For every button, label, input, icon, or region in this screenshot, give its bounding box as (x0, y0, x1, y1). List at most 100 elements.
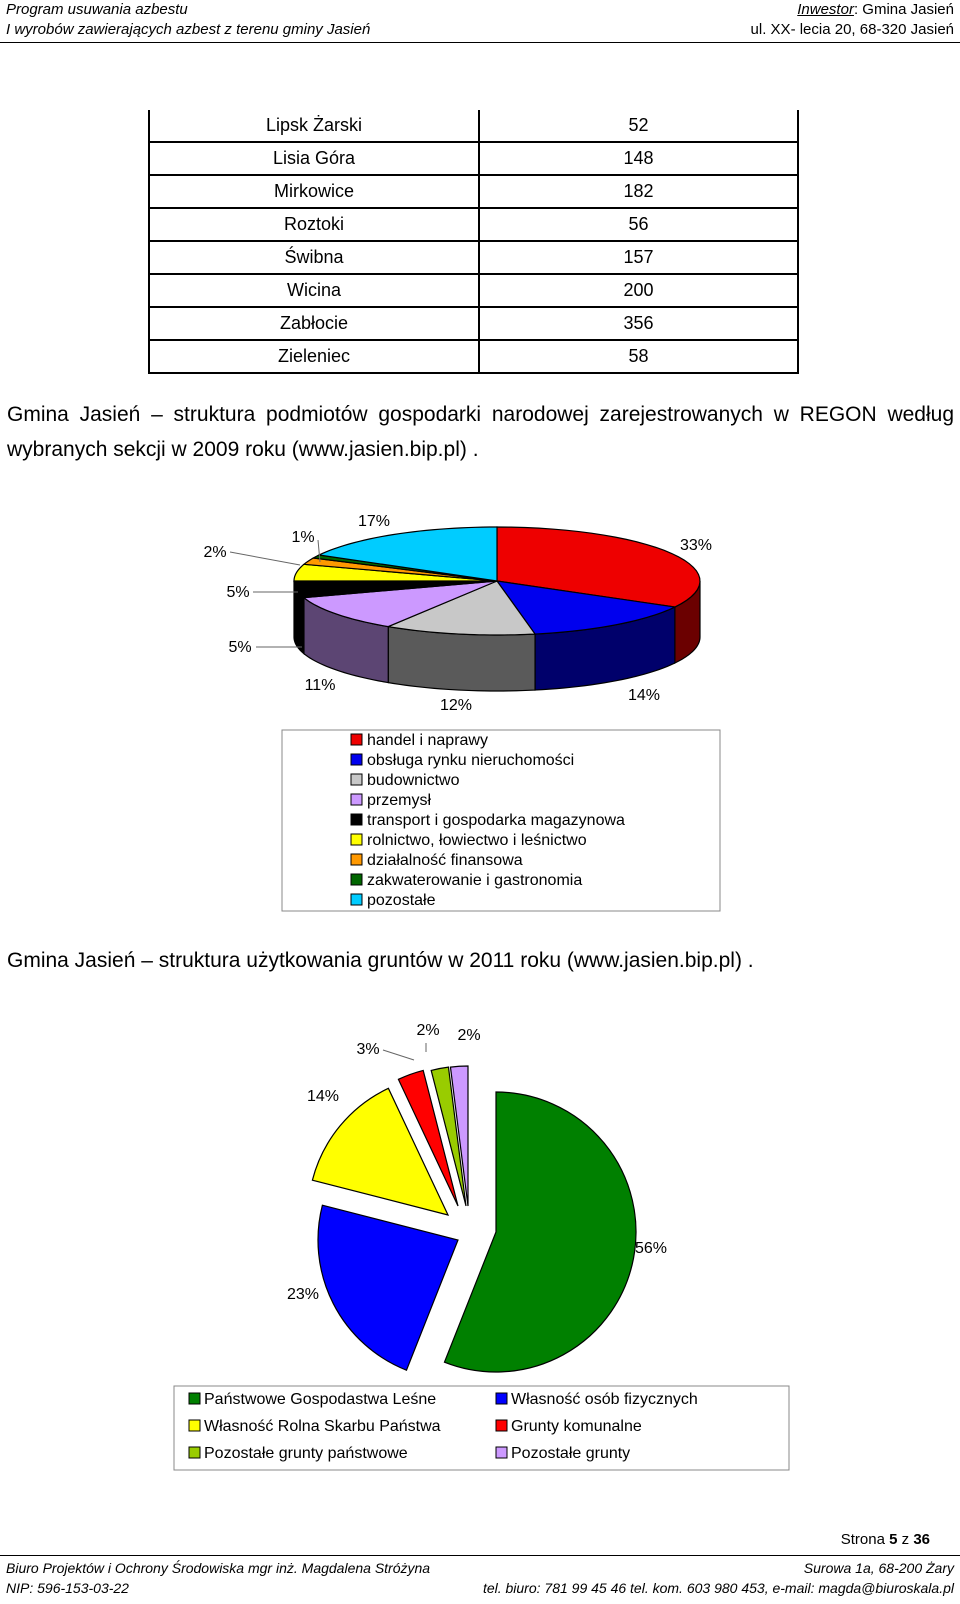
chart1-legend-swatch (350, 893, 363, 906)
chart2-legend-swatch (495, 1419, 508, 1432)
chart2-legend-swatch (495, 1392, 508, 1405)
page-total: 36 (913, 1531, 930, 1548)
village-name: Mirkowice (148, 175, 480, 209)
chart1-legend-swatch (350, 853, 363, 866)
village-value: 58 (478, 340, 799, 374)
chart1-slice (317, 526, 498, 582)
chart2-slice-label: 23% (287, 1286, 319, 1303)
chart1-slice (293, 580, 498, 599)
chart1-legend-label: rolnictwo, łowiectwo i leśnictwo (367, 832, 587, 849)
table-row: Lisia Góra 148 (148, 142, 799, 176)
chart1-leader-line (229, 551, 301, 566)
chart1-slice-label: 5% (228, 639, 251, 656)
village-name: Zabłocie (148, 307, 480, 341)
footer-company: Biuro Projektów i Ochrony Środowiska mgr… (6, 1560, 431, 1576)
chart1-slice-label: 17% (358, 513, 390, 530)
header-program-title: Program usuwania azbestu (6, 1, 188, 18)
chart1-slice-label: 1% (291, 529, 314, 546)
header-left: Program usuwania azbestu I wyrobów zawie… (6, 0, 370, 40)
land-use-chart: 56% 23% 14% 3% 2% 2% Państwowe Gospodastwa Le… (173, 1022, 790, 1471)
header-investor-address: ul. XX- lecia 20, 68-320 Jasień (750, 21, 954, 38)
chart1-legend-label: zakwaterowanie i gastronomia (367, 872, 582, 889)
chart2-slice-label: 2% (457, 1027, 480, 1044)
chart1-legend-swatch (350, 833, 363, 846)
page-header: Program usuwania azbestu I wyrobów zawie… (0, 0, 960, 43)
chart1-slice-label: 12% (440, 697, 472, 714)
chart1-slice-label: 33% (680, 537, 712, 554)
page-footer: Biuro Projektów i Ochrony Środowiska mgr… (0, 1555, 960, 1596)
header-investor-label: Inwestor (797, 1, 854, 18)
chart1-slice-label: 5% (226, 584, 249, 601)
chart2-slice (317, 1204, 459, 1371)
chart1-leader-line (317, 539, 321, 563)
regon-structure-chart: 33% 14% 12% 11% 5% 5% 2% 1% 17% handel i naprawy… (203, 513, 721, 912)
village-value: 148 (478, 142, 799, 176)
chart2-leader-line (382, 1049, 415, 1061)
chart1-legend-swatch (350, 753, 363, 766)
page-mid: z (897, 1531, 914, 1548)
village-value: 356 (478, 307, 799, 341)
chart2-legend-swatch (495, 1446, 508, 1459)
header-investor-name: : Gmina Jasień (853, 1, 954, 18)
chart2-legend-swatch (188, 1446, 201, 1459)
chart1-legend-label: obsługa rynku nieruchomości (367, 752, 574, 769)
chart1-legend-label: budownictwo (367, 772, 460, 789)
chart2-caption: Gmina Jasień – struktura użytkowania gru… (7, 949, 754, 972)
chart2-legend-swatch (188, 1392, 201, 1405)
table-row: Świbna 157 (148, 241, 799, 275)
chart2-legend-label: Państwowe Gospodastwa Leśne (204, 1391, 436, 1408)
page-prefix: Strona (840, 1531, 890, 1548)
chart1-slice (495, 580, 677, 635)
chart1-caption: Gmina Jasień – struktura podmiotów gospo… (7, 403, 954, 461)
chart1-legend-label: handel i naprawy (367, 732, 488, 749)
chart1-slice-label: 11% (305, 677, 336, 694)
chart1-legend-swatch (350, 773, 363, 786)
chart2-legend-swatch (188, 1419, 201, 1432)
chart2-legend-label: Pozostałe grunty (511, 1445, 630, 1462)
table-row: Roztoki 56 (148, 208, 799, 242)
chart2-slice-label: 3% (356, 1041, 379, 1058)
chart2-legend-label: Własność osób fizycznych (511, 1391, 698, 1408)
chart1-legend-swatch (350, 733, 363, 746)
village-name: Lipsk Żarski (148, 110, 480, 143)
chart2-slice-label: 56% (635, 1240, 667, 1257)
chart2-slice (397, 1069, 459, 1207)
chart2-slice (449, 1065, 469, 1207)
chart2-legend-label: Własność Rolna Skarbu Państwa (204, 1418, 441, 1435)
footer-nip: NIP: 596-153-03-22 (6, 1580, 129, 1596)
village-table: Lipsk Żarski 52 Lisia Góra 148 Mirkowice 182 R… (148, 110, 799, 374)
chart1-legend-swatch (350, 873, 363, 886)
page-number: Strona 5 z 36 (841, 1531, 930, 1548)
table-row: Lipsk Żarski 52 (148, 110, 799, 143)
chart1-legend-label: przemysł (367, 792, 431, 809)
table-row: Zabłocie 356 (148, 307, 799, 341)
chart2-slice (311, 1087, 450, 1216)
village-name: Wicina (148, 274, 480, 308)
chart1-slice (302, 580, 498, 628)
header-right: Inwestor: Gmina Jasień ul. XX- lecia 20,… (751, 0, 954, 40)
village-name: Świbna (148, 241, 480, 275)
chart2-legend-box (173, 1385, 790, 1471)
chart2-legend-label: Grunty komunalne (511, 1418, 642, 1435)
village-value: 157 (478, 241, 799, 275)
village-value: 200 (478, 274, 799, 308)
chart2-slice-label: 14% (307, 1088, 339, 1105)
chart1-slice (386, 580, 537, 636)
village-name: Roztoki (148, 208, 480, 242)
footer-address: Surowa 1a, 68-200 Żary (803, 1560, 954, 1576)
chart2-legend-label: Pozostałe grunty państwowe (204, 1445, 408, 1462)
village-value: 56 (478, 208, 799, 242)
chart1-legend-label: transport i gospodarka magazynowa (367, 812, 625, 829)
table-row: Mirkowice 182 (148, 175, 799, 209)
chart1-slice-side (387, 625, 536, 692)
chart1-legend-swatch (350, 793, 363, 806)
chart1-slice-label: 2% (203, 544, 226, 561)
chart1-slice (496, 526, 701, 608)
chart2-slice (443, 1091, 637, 1373)
page-current: 5 (889, 1531, 898, 1548)
table-row: Wicina 200 (148, 274, 799, 308)
table-row: Zieleniec 58 (148, 340, 799, 374)
header-program-subtitle: I wyrobów zawierających azbest z terenu … (6, 21, 371, 38)
village-name: Lisia Góra (148, 142, 480, 176)
chart1-legend-label: działalność finansowa (367, 852, 523, 869)
